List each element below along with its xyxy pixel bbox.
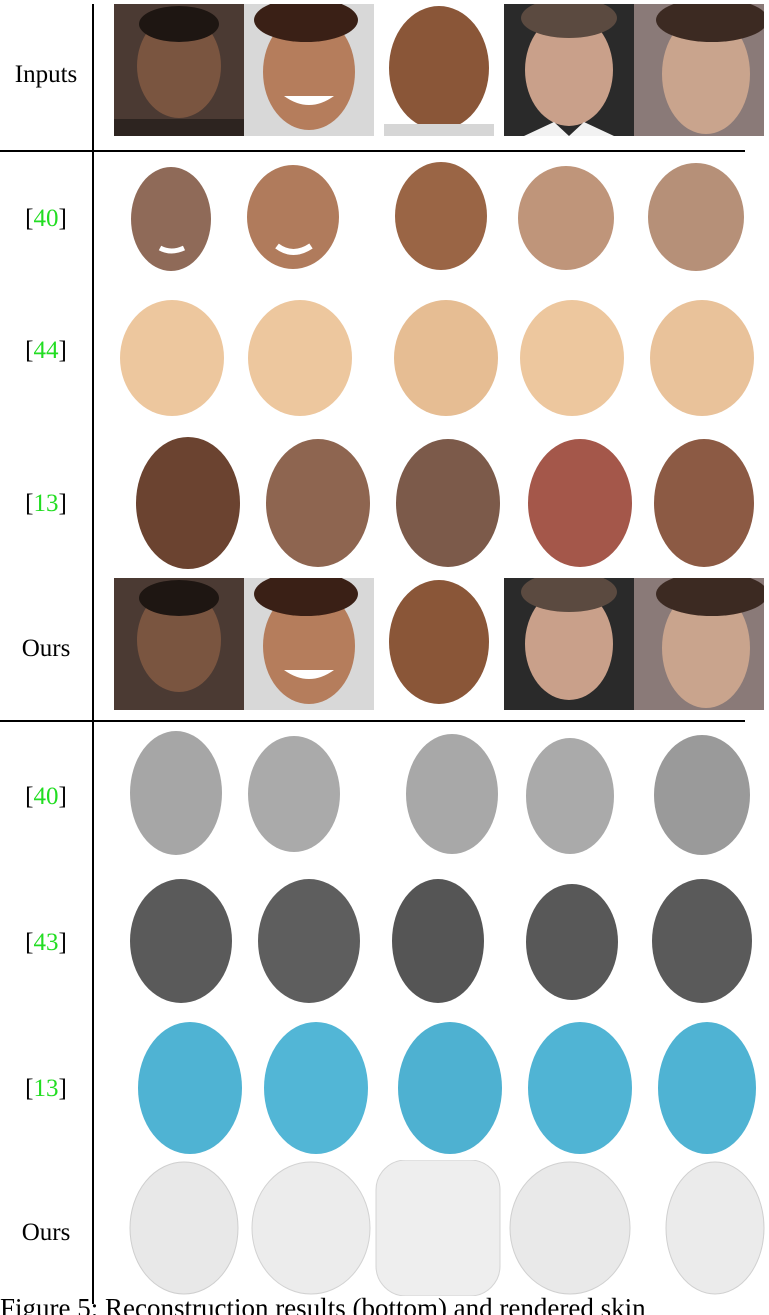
citation-link-geo-13[interactable]: 13 (33, 1075, 59, 1102)
geo-40-face-5 (654, 735, 750, 855)
geo-ours-face-1 (129, 1161, 239, 1295)
geo-13-face-3 (398, 1022, 502, 1154)
geo-43-face-3 (392, 879, 484, 1003)
geo-40-face-4 (526, 738, 614, 854)
horizontal-divider-bottom (0, 720, 745, 722)
geo-40-face-1 (130, 731, 222, 855)
tex-44-face-4 (520, 300, 624, 416)
input-photo-strip (114, 0, 768, 136)
row-geo-40: [40] (0, 722, 769, 862)
tex-44-face-3 (394, 300, 498, 416)
geo-43-face-5 (652, 879, 752, 1003)
row-geo-43: [43] (0, 870, 769, 1010)
citation-link-13[interactable]: 13 (33, 490, 59, 517)
tex-44-face-2 (248, 300, 352, 416)
row-label-tex-44: [44] (25, 337, 67, 364)
tex-40-face-2 (247, 165, 339, 269)
row-label-geo-40: [40] (25, 783, 67, 810)
tex-40-face-5 (648, 163, 744, 271)
geo-13-face-2 (264, 1022, 368, 1154)
geo-ours-face-4 (509, 1161, 631, 1295)
geo-40-face-2 (248, 736, 340, 852)
input-face-3 (374, 4, 504, 136)
input-face-5 (634, 0, 768, 136)
ours-photo-strip (114, 572, 768, 710)
ours-face-2 (244, 572, 374, 710)
row-label-tex-40: [40] (25, 205, 67, 232)
geo-43-face-4 (526, 884, 618, 1000)
row-tex-44: [44] (0, 290, 769, 420)
horizontal-divider-top (0, 150, 745, 152)
citation-link-40[interactable]: 40 (33, 205, 59, 232)
figure-caption: Figure 5: Reconstruction results (bottom… (0, 1293, 646, 1315)
geo-43-face-1 (130, 879, 232, 1003)
ours-face-1 (114, 578, 244, 710)
citation-link-44[interactable]: 44 (33, 337, 59, 364)
row-label-tex-13: [13] (25, 490, 67, 517)
geo-13-face-1 (138, 1022, 242, 1154)
row-label-tex-ours: Ours (21, 635, 71, 662)
ours-face-4 (504, 572, 634, 710)
tex-44-face-1 (120, 300, 224, 416)
row-label-geo-43: [43] (25, 929, 67, 956)
row-inputs: Inputs (0, 0, 769, 136)
row-label-geo-13: [13] (25, 1075, 67, 1102)
citation-link-geo-40[interactable]: 40 (33, 783, 59, 810)
input-face-1 (114, 4, 244, 136)
geo-40-face-3 (406, 734, 498, 854)
tex-44-face-5 (650, 300, 754, 416)
row-tex-ours: Ours (0, 572, 769, 710)
geo-43-face-2 (258, 879, 360, 1003)
vertical-divider (92, 4, 94, 1304)
geo-ours-face-3 (375, 1160, 501, 1296)
tex-40-face-4 (518, 166, 614, 270)
geo-ours-face-5 (665, 1161, 765, 1295)
input-face-4 (504, 0, 634, 136)
citation-link-geo-43[interactable]: 43 (33, 929, 59, 956)
row-tex-13: [13] (0, 425, 769, 575)
ours-face-3 (374, 578, 504, 710)
geo-13-face-4 (528, 1022, 632, 1154)
geo-13-face-5 (658, 1022, 756, 1154)
input-face-2 (244, 0, 374, 136)
row-label-geo-ours: Ours (21, 1219, 71, 1246)
ours-face-5 (634, 572, 768, 710)
row-label-inputs: Inputs (14, 61, 78, 88)
row-geo-13: [13] (0, 1012, 769, 1162)
tex-13-face-4 (528, 439, 632, 567)
geo-ours-face-2 (251, 1161, 371, 1295)
row-tex-40: [40] (0, 150, 769, 280)
tex-13-face-1 (136, 437, 240, 569)
tex-13-face-2 (266, 439, 370, 567)
row-geo-ours: Ours (0, 1160, 769, 1296)
tex-40-face-1 (131, 167, 211, 271)
tex-13-face-5 (654, 439, 754, 567)
tex-13-face-3 (396, 439, 500, 567)
tex-40-face-3 (395, 162, 487, 270)
